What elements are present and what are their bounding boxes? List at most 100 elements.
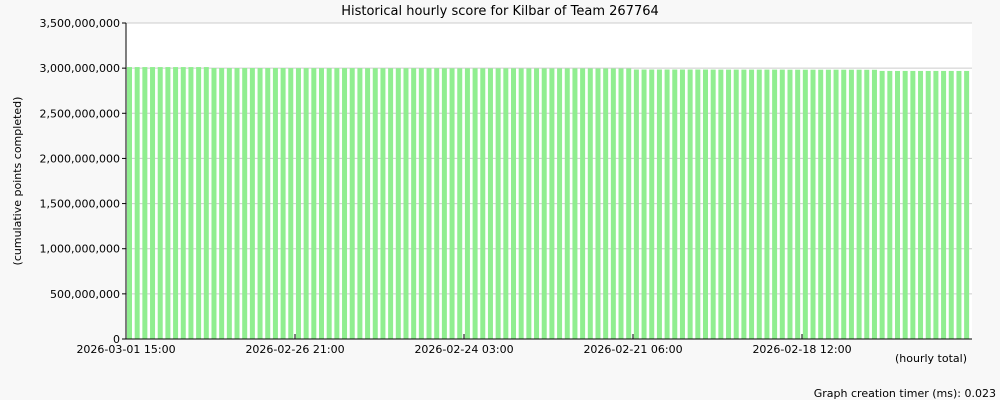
bar (265, 68, 271, 339)
bar (480, 68, 486, 339)
timer-text: Graph creation timer (ms): 0.023 (814, 387, 996, 400)
bar (418, 68, 424, 339)
bar (864, 69, 870, 339)
bar (157, 67, 163, 340)
bar (311, 68, 317, 340)
bar (841, 69, 847, 340)
bar (295, 68, 301, 340)
bar (941, 70, 947, 339)
bar (242, 68, 248, 339)
y-axis-label: (cumulative points completed) (11, 97, 24, 266)
bar (234, 68, 240, 339)
bar (180, 67, 186, 340)
bar (357, 68, 363, 340)
bar (733, 69, 739, 339)
bar (879, 70, 885, 339)
bar (464, 68, 470, 339)
bar (326, 68, 332, 340)
bar (710, 69, 716, 339)
bar (549, 68, 555, 340)
bar (518, 68, 524, 340)
bar (342, 68, 348, 340)
bar (718, 69, 724, 339)
bar (572, 68, 578, 340)
bar (779, 69, 785, 339)
bar (764, 69, 770, 339)
bar (580, 68, 586, 340)
y-tick-label: 2,500,000,000 (40, 107, 120, 120)
bar (196, 67, 202, 340)
bar (887, 70, 893, 339)
bar (802, 69, 808, 340)
bar (349, 68, 355, 340)
bar (472, 68, 478, 339)
bar (603, 68, 609, 339)
bar (380, 68, 386, 339)
bar (656, 69, 662, 340)
bar (749, 69, 755, 339)
bar (956, 70, 962, 339)
bar (334, 68, 340, 340)
y-tick-label: 3,500,000,000 (40, 17, 120, 30)
bar (403, 68, 409, 339)
bar (150, 67, 156, 340)
bar (756, 69, 762, 339)
bar (188, 67, 194, 340)
bar (772, 69, 778, 339)
bar (395, 68, 401, 339)
bar (319, 68, 324, 340)
bar (964, 70, 970, 339)
bar (457, 68, 463, 339)
y-tick-label: 3,000,000,000 (40, 62, 120, 75)
bar (679, 69, 685, 340)
bar (503, 68, 509, 339)
x-tick-label: 2026-02-18 12:00 (752, 343, 851, 356)
bar (203, 67, 209, 340)
bar (541, 68, 547, 340)
bar (626, 68, 632, 339)
bar (825, 69, 831, 340)
bar (856, 69, 862, 340)
bar (142, 67, 148, 340)
chart-title: Historical hourly score for Kilbar of Te… (341, 4, 659, 19)
bar (871, 69, 877, 339)
bar (910, 70, 916, 339)
bar (810, 69, 816, 340)
bar (388, 68, 394, 339)
bar (441, 68, 447, 339)
y-tick-label: 1,500,000,000 (40, 198, 120, 211)
bar (487, 68, 493, 339)
bar (365, 68, 371, 339)
bar (557, 68, 563, 340)
bar (948, 70, 954, 339)
bar (672, 69, 678, 340)
bar (726, 69, 732, 339)
bar (664, 69, 670, 340)
bar (618, 68, 624, 339)
bar (918, 70, 924, 339)
bar (257, 68, 263, 339)
bar (633, 69, 639, 340)
bar (818, 69, 824, 340)
bar (610, 68, 616, 339)
bar (902, 70, 908, 339)
bar (587, 68, 593, 340)
bar (219, 68, 225, 339)
y-tick-label: 0 (113, 333, 120, 346)
bar (595, 68, 601, 339)
bar (173, 67, 179, 340)
bar (165, 67, 171, 340)
bar (280, 68, 286, 339)
bar (534, 68, 540, 340)
x-axis-label: (hourly total) (895, 352, 967, 365)
bar (372, 68, 378, 339)
bar (249, 68, 255, 339)
bar (511, 68, 516, 339)
bar (703, 69, 708, 340)
x-tick-label: 2026-02-26 21:00 (245, 343, 344, 356)
bar (288, 68, 294, 340)
x-tick-label: 2026-03-01 15:00 (76, 343, 175, 356)
bar (687, 69, 693, 340)
bar (933, 70, 939, 339)
